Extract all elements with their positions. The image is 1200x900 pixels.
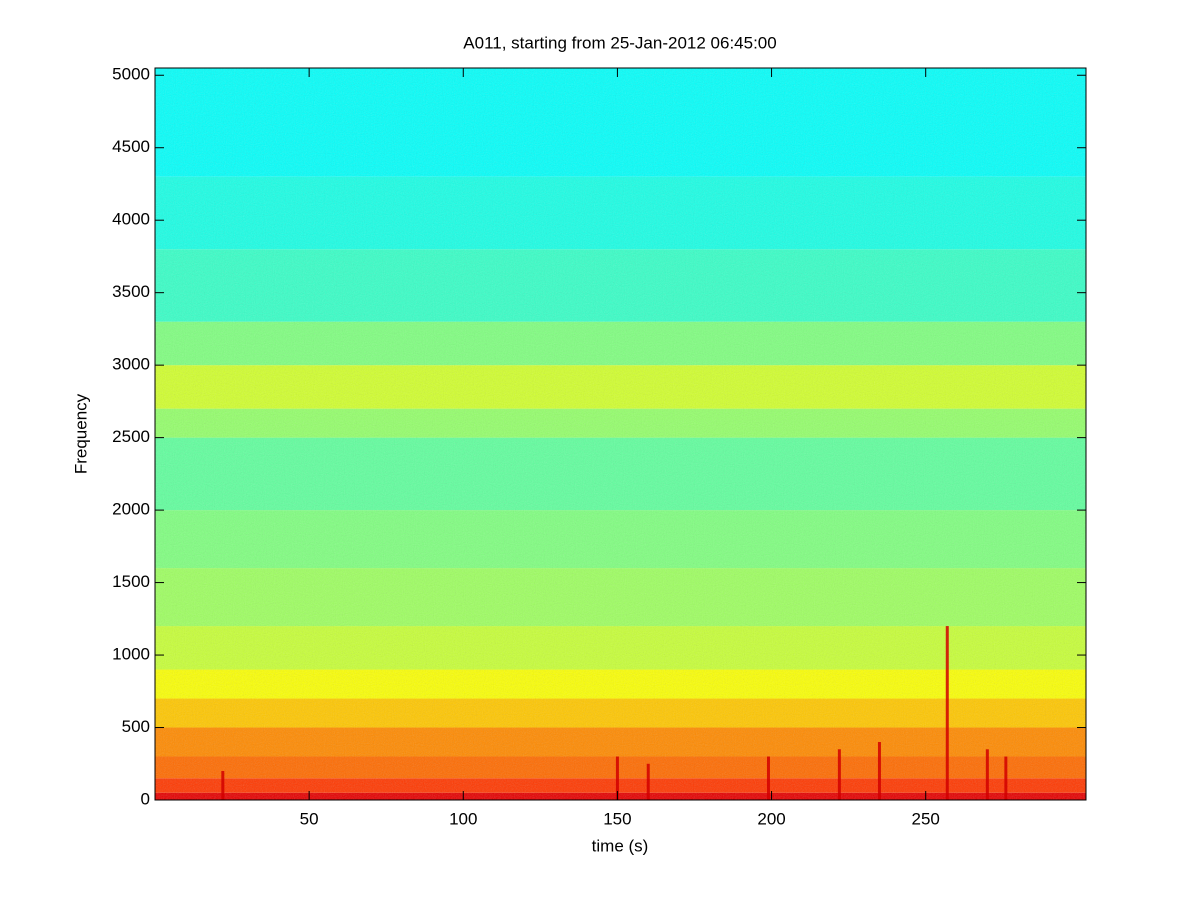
x-tick-label: 200 (757, 809, 785, 828)
chart-title: A011, starting from 25-Jan-2012 06:45:00 (463, 33, 776, 52)
event-burst (837, 749, 841, 800)
y-axis-label: Frequency (71, 393, 90, 474)
x-axis-label: time (s) (592, 836, 649, 855)
event-burst (945, 626, 949, 800)
x-tick-label: 250 (912, 809, 940, 828)
event-burst (646, 763, 650, 800)
y-tick-label: 4000 (112, 210, 150, 229)
event-burst (985, 749, 989, 800)
y-tick-label: 2500 (112, 427, 150, 446)
event-burst (615, 756, 619, 800)
y-tick-label: 3500 (112, 282, 150, 301)
y-tick-label: 0 (141, 789, 150, 808)
event-burst (877, 742, 881, 800)
x-tick-label: 150 (603, 809, 631, 828)
plot-area (155, 68, 1086, 800)
event-burst (766, 756, 770, 800)
event-burst (221, 771, 225, 800)
y-tick-label: 5000 (112, 65, 150, 84)
y-tick-label: 1000 (112, 645, 150, 664)
axes: 50 100 150 200 25005001000150020002500300035… (112, 65, 1087, 828)
axes-box (154, 67, 1087, 801)
y-tick-label: 1500 (112, 572, 150, 591)
y-tick-label: 3000 (112, 355, 150, 374)
noise-texture (155, 68, 1086, 800)
y-tick-label: 2000 (112, 500, 150, 519)
x-tick-label: 50 (300, 809, 319, 828)
y-tick-label: 500 (122, 717, 150, 736)
x-tick-label: 100 (449, 809, 477, 828)
event-burst (1004, 756, 1008, 800)
y-tick-label: 4500 (112, 137, 150, 156)
